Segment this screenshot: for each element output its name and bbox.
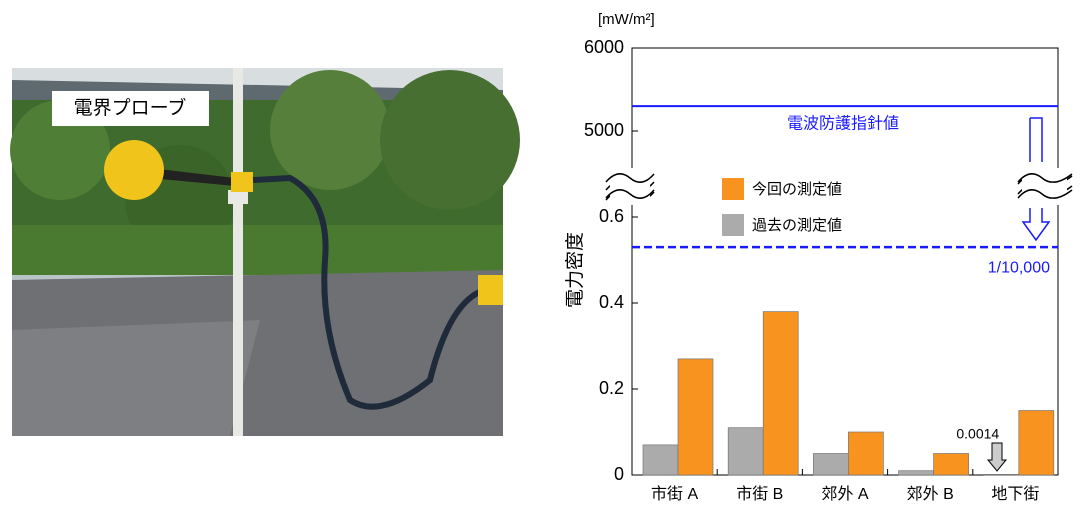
bar xyxy=(813,453,849,476)
bar xyxy=(983,474,1020,476)
arrow xyxy=(1029,117,1043,162)
annotation: 0.0014 xyxy=(956,426,999,442)
y-tick-label: 5000 xyxy=(584,120,624,140)
bar xyxy=(933,453,969,476)
y-axis-label: 電力密度 xyxy=(564,232,586,308)
legend-swatch xyxy=(722,214,744,236)
break-mark xyxy=(1017,173,1073,199)
bar xyxy=(677,358,714,476)
annotation-arrow xyxy=(986,442,1008,472)
x-tick-label: 市街 B xyxy=(736,485,783,503)
x-tick-label: 地下街 xyxy=(991,485,1039,503)
y-tick-label: 6000 xyxy=(584,37,624,57)
unit-label: [mW/m²] xyxy=(598,11,655,28)
bar xyxy=(848,431,884,476)
reference-label: 1/10,000 xyxy=(988,259,1050,276)
legend-label: 過去の測定値 xyxy=(752,217,842,234)
x-tick-label: 郊外 B xyxy=(907,485,954,503)
y-tick-label: 0 xyxy=(614,464,624,484)
photo: 電界プローブ xyxy=(10,68,520,436)
bar xyxy=(762,311,799,476)
bar xyxy=(642,444,679,476)
arrow xyxy=(1021,208,1051,242)
bar xyxy=(1018,410,1055,476)
legend-label: 今回の測定値 xyxy=(752,181,842,198)
y-tick-label: 0.6 xyxy=(599,206,624,226)
x-tick-label: 市街 A xyxy=(651,485,698,503)
y-tick-label: 0.4 xyxy=(599,292,624,312)
guideline-label: 電波防護指針値 xyxy=(787,114,899,132)
x-tick-label: 郊外 A xyxy=(821,485,868,503)
legend-swatch xyxy=(722,178,744,200)
bar xyxy=(727,427,764,476)
bar xyxy=(898,470,934,476)
photo-label: 電界プローブ xyxy=(74,96,187,119)
break-mark xyxy=(605,173,655,199)
y-tick-label: 0.2 xyxy=(599,378,624,398)
